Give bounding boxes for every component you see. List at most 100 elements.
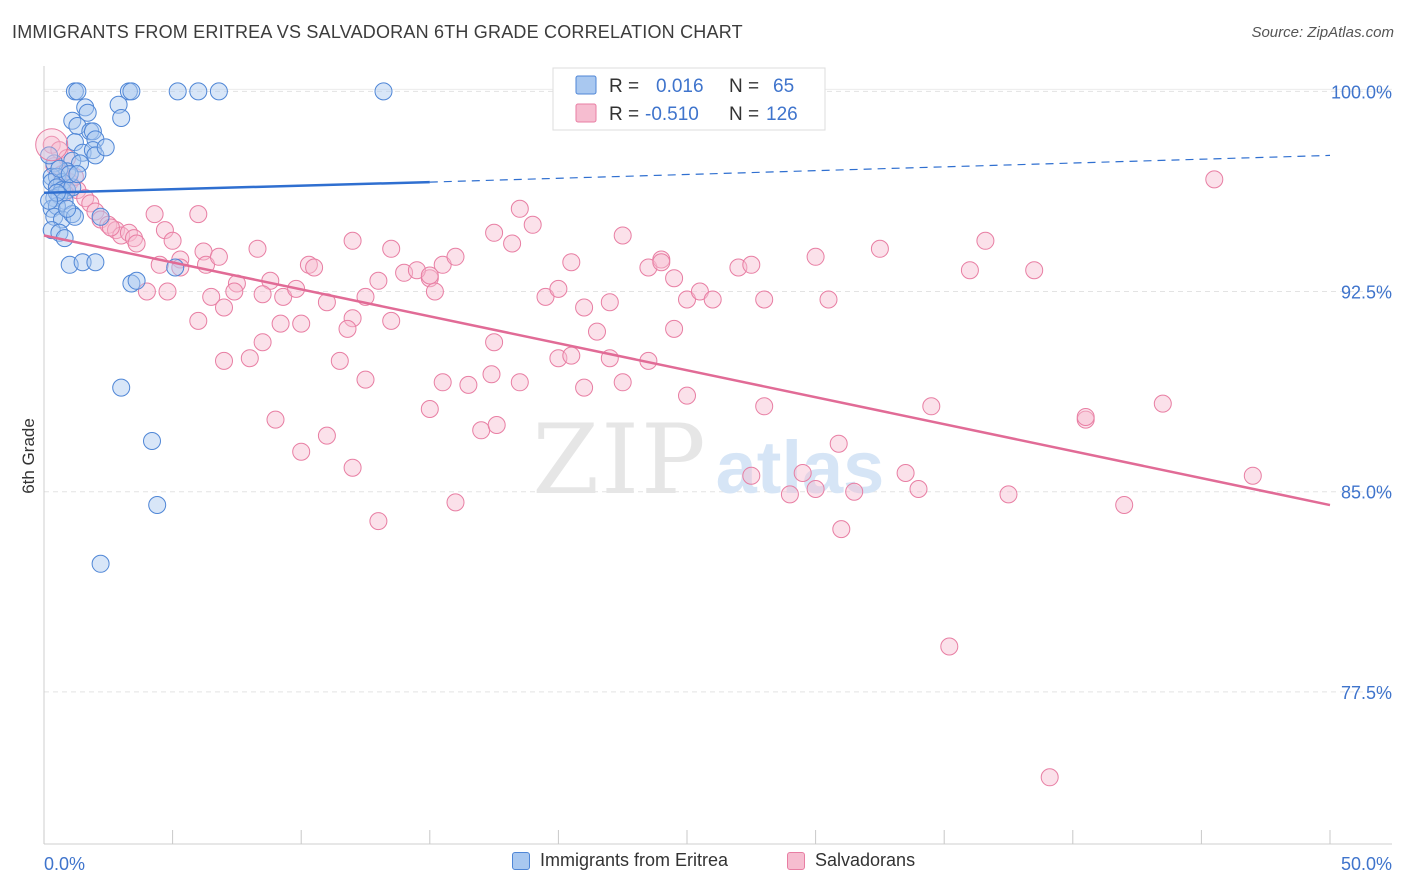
stats-legend: R = 0.016 N = 65 R = -0.510 N = 126 [552, 67, 826, 131]
salvadoran-point-large [35, 128, 69, 162]
legend-item-salvadoran[interactable]: Salvadorans [787, 850, 915, 871]
legend-label-salvadoran: Salvadorans [815, 850, 916, 870]
salvadoran-point [503, 234, 522, 253]
salvadoran-point [1025, 261, 1044, 280]
salvadoran-point [420, 400, 439, 418]
eritrea-point [148, 496, 167, 514]
salvadoran-point [271, 314, 290, 333]
bottom-legend: Immigrants from Eritrea Salvadorans [0, 850, 1406, 880]
salvadoran-point [248, 239, 267, 258]
legend-swatch-salvadoran [787, 851, 805, 870]
salvadoran-point [127, 234, 146, 253]
salvadoran-point [806, 247, 825, 266]
salvadoran-point [600, 293, 619, 312]
y-tick-label: 85.0% [1341, 483, 1392, 503]
y-tick-label: 100.0% [1331, 82, 1392, 102]
legend-item-eritrea[interactable]: Immigrants from Eritrea [512, 850, 728, 871]
stats-n-value-2: 126 [766, 104, 798, 125]
eritrea-point [68, 165, 87, 184]
salvadoran-point [343, 309, 362, 328]
y-tick-label: 77.5% [1341, 683, 1392, 703]
eritrea-point [91, 554, 110, 573]
salvadoran-point [356, 370, 375, 389]
eritrea-point [109, 95, 128, 114]
salvadoran-point [338, 319, 357, 338]
salvadoran-point [819, 290, 838, 309]
watermark: ZIP atlas [532, 404, 884, 516]
salvadoran-point [678, 386, 696, 405]
salvadoran-point [215, 351, 233, 370]
legend-swatch-eritrea [512, 851, 530, 870]
salvadoran-point [613, 226, 632, 245]
salvadoran-point [158, 282, 177, 301]
salvadoran-point [549, 279, 568, 298]
salvadoran-point [793, 464, 812, 482]
salvadoran-point [433, 255, 452, 274]
x-tick-label-max: 50.0% [1341, 854, 1392, 874]
salvadoran-point [292, 314, 311, 333]
stats-r-label-1: R = [609, 76, 639, 97]
salvadoran-point [292, 442, 311, 461]
salvadoran-point [274, 287, 293, 306]
eritrea-point [143, 432, 161, 450]
y-axis-label: 6th Grade [19, 418, 38, 494]
salvadoran-point [1205, 170, 1224, 189]
salvadoran-point [742, 466, 761, 485]
salvadoran-point [382, 311, 401, 330]
salvadoran-point [845, 482, 864, 501]
eritrea-point [209, 82, 228, 101]
eritrea-point [58, 199, 77, 218]
salvadoran-point [76, 189, 95, 208]
salvadoran-point [703, 290, 722, 309]
eritrea-point [86, 253, 105, 272]
eritrea-point [65, 133, 84, 152]
salvadoran-point [433, 373, 452, 392]
watermark-atlas: atlas [716, 426, 885, 509]
salvadoran-point [1040, 768, 1059, 787]
salvadoran-point [305, 258, 324, 277]
stats-r-value-2: -0.510 [645, 104, 699, 125]
salvadoran-point [382, 239, 401, 258]
salvadoran-point [420, 266, 439, 285]
eritrea-point [40, 191, 59, 210]
salvadoran-point [613, 373, 632, 392]
salvadoran-point [562, 253, 581, 272]
salvadoran-point [575, 378, 594, 397]
eritrea-point [50, 159, 69, 178]
data-points [35, 82, 1262, 787]
salvadoran-point [536, 287, 555, 306]
salvadoran-point [665, 319, 684, 338]
salvadoran-point [588, 322, 606, 341]
salvadoran-point [202, 287, 221, 306]
salvadoran-point [472, 421, 491, 440]
eritrea-point [122, 274, 141, 293]
salvadoran-point [299, 255, 318, 274]
salvadoran-point [690, 282, 709, 301]
eritrea-point [63, 205, 82, 224]
stats-n-label-1: N = [729, 76, 759, 97]
salvadoran-point [125, 229, 143, 248]
salvadoran-point [266, 410, 285, 429]
salvadoran-point [665, 269, 684, 288]
stats-legend-swatch-eritrea [575, 75, 597, 95]
tick-labels: 77.5% 85.0% 92.5% 100.0% 0.0% 50.0% [44, 82, 1392, 874]
salvadoran-point [922, 397, 941, 416]
eritrea-point [122, 82, 141, 101]
eritrea-point [78, 103, 97, 122]
salvadoran-point [145, 205, 164, 224]
salvadoran-point [189, 205, 208, 224]
salvadoran-point [678, 290, 696, 309]
eritrea-point [127, 271, 146, 290]
salvadoran-point [446, 493, 465, 512]
eritrea-point [91, 207, 110, 226]
chart-title: IMMIGRANTS FROM ERITREA VS SALVADORAN 6T… [12, 22, 743, 42]
legend-label-eritrea: Immigrants from Eritrea [540, 850, 729, 870]
salvadoran-point [870, 239, 889, 258]
salvadoran-point [119, 223, 138, 242]
eritrea-point [112, 109, 131, 127]
eritrea-point [112, 378, 131, 397]
salvadoran-point [240, 349, 259, 368]
salvadoran-point [482, 365, 501, 384]
eritrea-point [189, 82, 208, 101]
